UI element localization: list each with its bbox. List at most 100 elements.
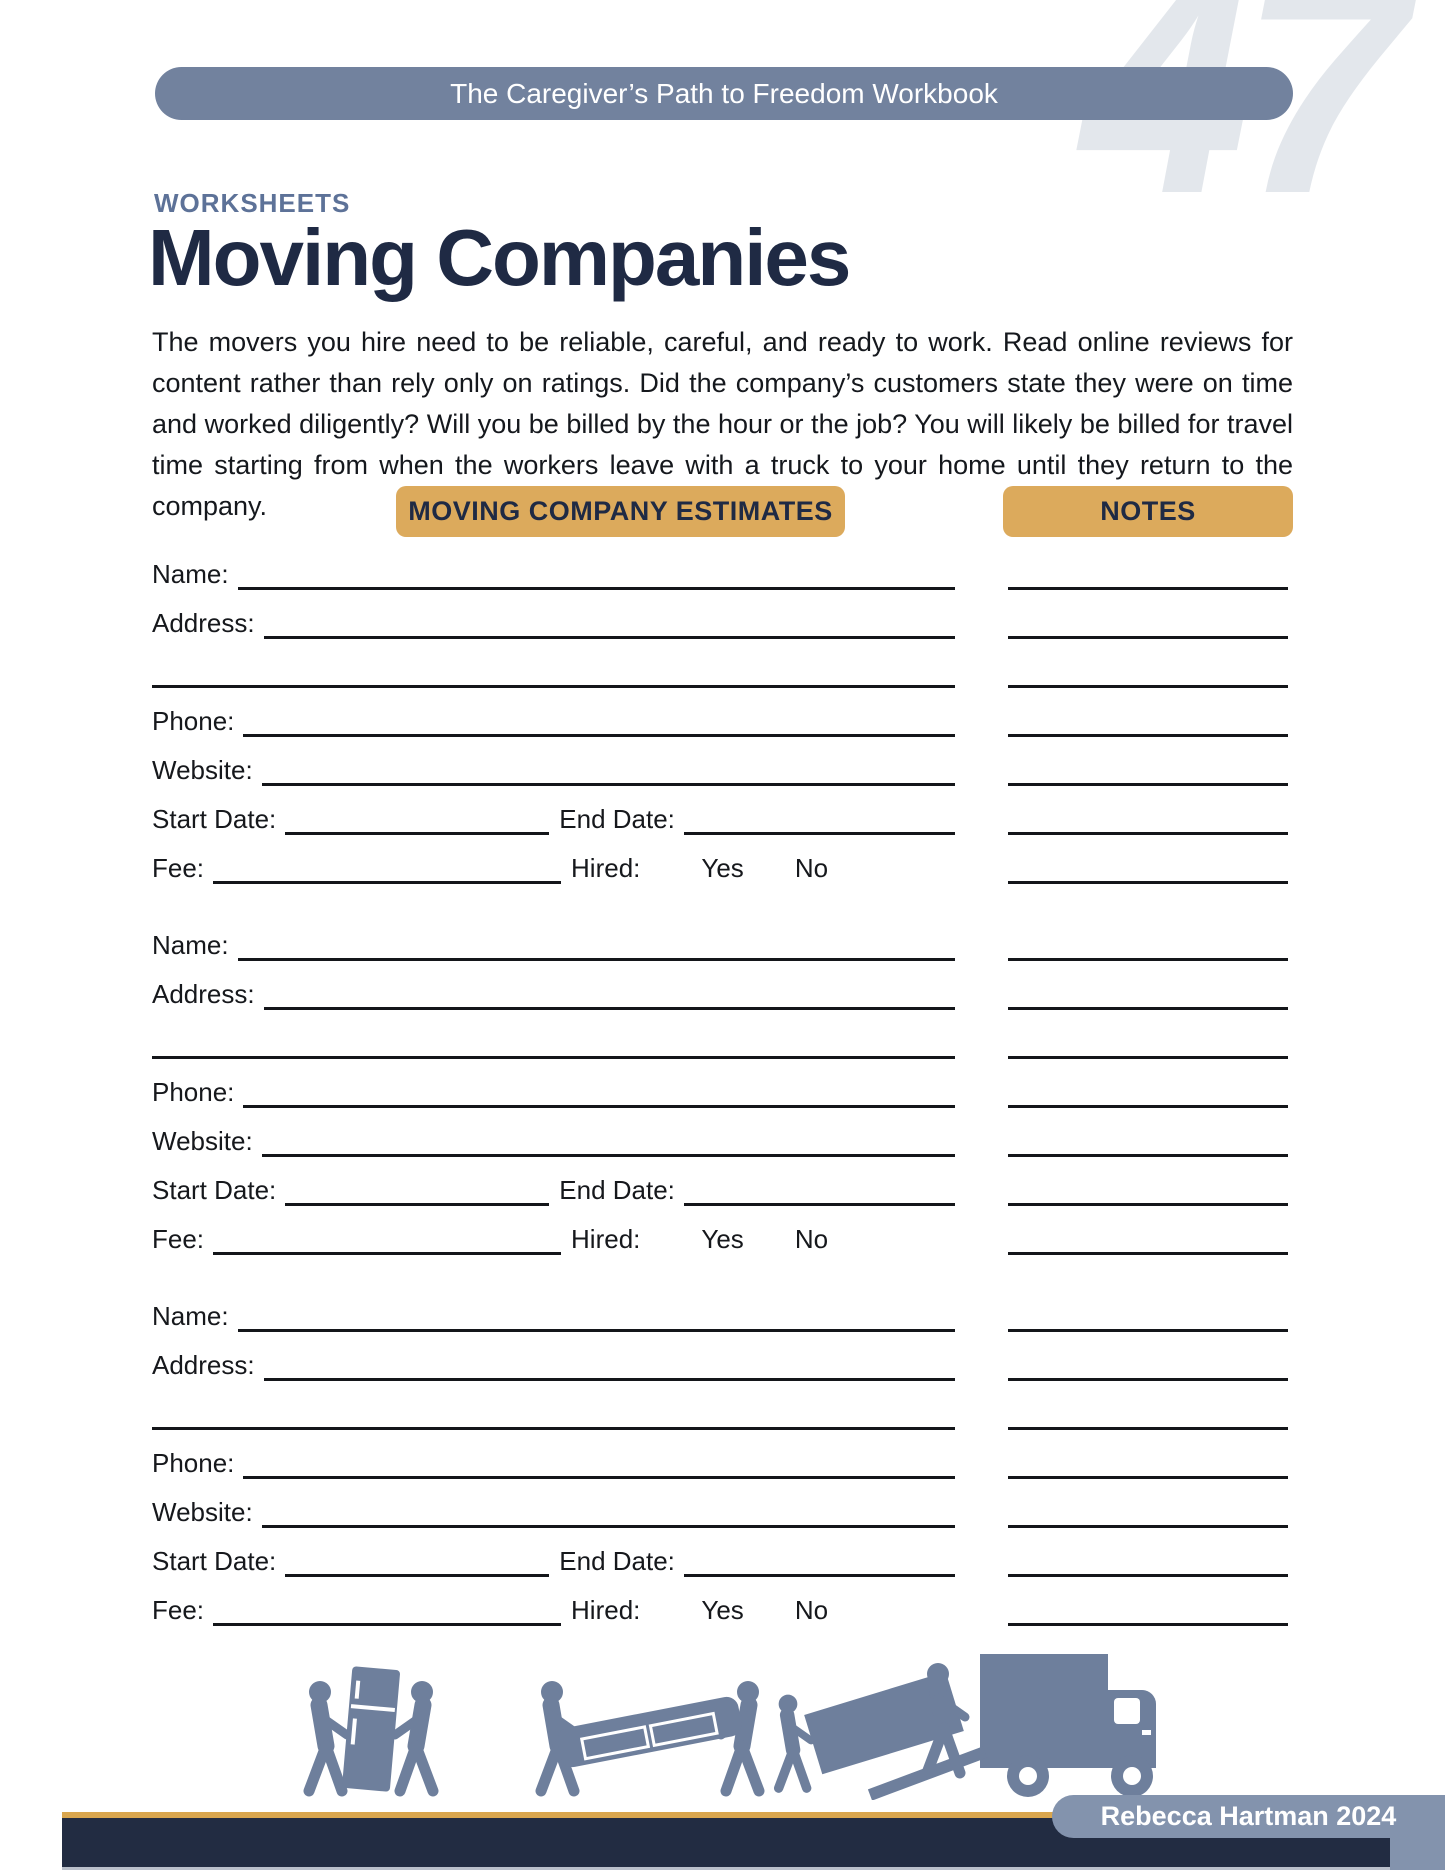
website-label: Website: — [152, 755, 253, 785]
notes-input-line[interactable] — [1008, 685, 1288, 737]
notes-row — [1008, 835, 1288, 884]
workbook-title: The Caregiver’s Path to Freedom Workbook — [450, 77, 998, 109]
fridge-movers-icon — [309, 1666, 433, 1792]
phone-input-line[interactable] — [243, 1427, 955, 1479]
fee-input-line[interactable] — [213, 1574, 562, 1626]
address-row: Address: — [152, 1332, 955, 1381]
phone-label: Phone: — [152, 706, 235, 736]
notes-row — [1008, 1381, 1288, 1430]
notes-input-line[interactable] — [1008, 734, 1288, 786]
phone-label: Phone: — [152, 1448, 235, 1478]
website-input-line[interactable] — [261, 1105, 955, 1157]
notes-row — [1008, 1283, 1288, 1332]
notes-input-line[interactable] — [1008, 587, 1288, 639]
notes-input-line[interactable] — [1008, 538, 1288, 590]
phone-row: Phone: — [152, 1059, 955, 1108]
end-date-label: End Date: — [559, 1546, 675, 1576]
notes-input-line[interactable] — [1008, 1378, 1288, 1430]
end-date-input-line[interactable] — [683, 1154, 955, 1206]
notes-block — [1008, 912, 1288, 1255]
workbook-title-pill: The Caregiver’s Path to Freedom Workbook — [155, 67, 1293, 120]
notes-row — [1008, 1157, 1288, 1206]
fee-label: Fee: — [152, 1595, 205, 1625]
notes-row — [1008, 737, 1288, 786]
notes-row — [1008, 639, 1288, 688]
notes-input-line[interactable] — [1008, 1476, 1288, 1528]
hired-no-option[interactable]: No — [794, 1595, 829, 1625]
notes-input-line[interactable] — [1008, 1007, 1288, 1059]
notes-row — [1008, 1528, 1288, 1577]
notes-input-line[interactable] — [1008, 1203, 1288, 1255]
address-second-input-line[interactable] — [152, 1378, 955, 1430]
notes-input-line[interactable] — [1008, 958, 1288, 1010]
notes-input-line[interactable] — [1008, 1280, 1288, 1332]
notes-input-line[interactable] — [1008, 1427, 1288, 1479]
name-input-line[interactable] — [237, 909, 955, 961]
hired-yes-option[interactable]: Yes — [701, 1224, 744, 1254]
hired-yes-option[interactable]: Yes — [701, 853, 744, 883]
intro-paragraph: The movers you hire need to be reliable,… — [152, 327, 1293, 521]
phone-row: Phone: — [152, 688, 955, 737]
phone-input-line[interactable] — [243, 1056, 955, 1108]
address-input-line[interactable] — [263, 958, 955, 1010]
notes-input-line[interactable] — [1008, 1105, 1288, 1157]
name-label: Name: — [152, 559, 229, 589]
website-input-line[interactable] — [261, 1476, 955, 1528]
fee-label: Fee: — [152, 853, 205, 883]
fee-input-line[interactable] — [213, 832, 562, 884]
end-date-label: End Date: — [559, 1175, 675, 1205]
notes-input-line[interactable] — [1008, 832, 1288, 884]
start-date-label: Start Date: — [152, 1175, 277, 1205]
worksheets-eyebrow: WORKSHEETS — [154, 188, 351, 218]
address-overflow-row — [152, 1010, 955, 1059]
estimates-column-header: MOVING COMPANY ESTIMATES — [396, 486, 845, 537]
hired-no-option[interactable]: No — [794, 853, 829, 883]
notes-input-line[interactable] — [1008, 1329, 1288, 1381]
name-label: Name: — [152, 1301, 229, 1331]
start-date-input-line[interactable] — [285, 783, 550, 835]
name-input-line[interactable] — [237, 1280, 955, 1332]
author-credit-text: Rebecca Hartman 2024 — [1100, 1801, 1397, 1831]
hired-no-option[interactable]: No — [794, 1224, 829, 1254]
phone-input-line[interactable] — [243, 685, 955, 737]
address-second-input-line[interactable] — [152, 1007, 955, 1059]
name-row: Name: — [152, 541, 955, 590]
truck-loading-icon — [779, 1654, 1156, 1800]
notes-row — [1008, 1430, 1288, 1479]
end-date-input-line[interactable] — [683, 783, 955, 835]
notes-input-line[interactable] — [1008, 1056, 1288, 1108]
end-date-input-line[interactable] — [683, 1525, 955, 1577]
notes-input-line[interactable] — [1008, 1574, 1288, 1626]
dates-row: Start Date: End Date: — [152, 786, 955, 835]
hired-label: Hired: — [571, 1224, 641, 1254]
website-input-line[interactable] — [261, 734, 955, 786]
dates-row: Start Date: End Date: — [152, 1528, 955, 1577]
start-date-input-line[interactable] — [285, 1525, 550, 1577]
notes-row — [1008, 1206, 1288, 1255]
fee-hired-row: Fee: Hired: Yes No — [152, 1206, 955, 1255]
notes-input-line[interactable] — [1008, 1525, 1288, 1577]
fee-input-line[interactable] — [213, 1203, 562, 1255]
address-label: Address: — [152, 608, 255, 638]
notes-input-line[interactable] — [1008, 909, 1288, 961]
name-input-line[interactable] — [237, 538, 955, 590]
notes-input-line[interactable] — [1008, 636, 1288, 688]
website-row: Website: — [152, 1108, 955, 1157]
address-second-input-line[interactable] — [152, 636, 955, 688]
notes-row — [1008, 541, 1288, 590]
website-label: Website: — [152, 1497, 253, 1527]
website-label: Website: — [152, 1126, 253, 1156]
company-entry-block: Name: Address: Phone: Website: Start Dat… — [152, 541, 955, 884]
address-input-line[interactable] — [263, 587, 955, 639]
name-row: Name: — [152, 1283, 955, 1332]
notes-input-line[interactable] — [1008, 783, 1288, 835]
page-title: Moving Companies — [148, 213, 851, 302]
estimates-form-column: Name: Address: Phone: Website: Start Dat… — [152, 541, 955, 1654]
notes-input-line[interactable] — [1008, 1154, 1288, 1206]
phone-row: Phone: — [152, 1430, 955, 1479]
hired-yes-option[interactable]: Yes — [701, 1595, 744, 1625]
address-row: Address: — [152, 590, 955, 639]
address-input-line[interactable] — [263, 1329, 955, 1381]
start-date-input-line[interactable] — [285, 1154, 550, 1206]
end-date-label: End Date: — [559, 804, 675, 834]
